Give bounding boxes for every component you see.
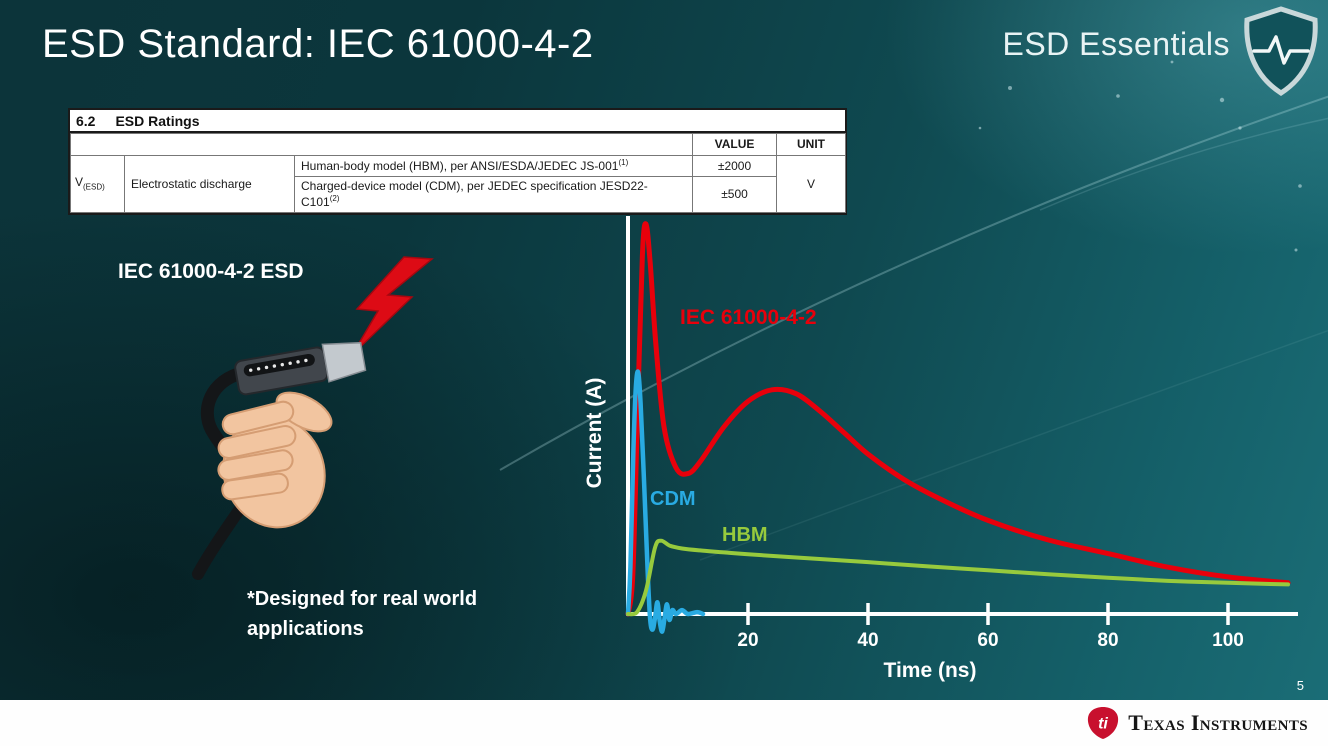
page-number: 5 <box>1296 678 1304 693</box>
curve-label-iec: IEC 61000-4-2 <box>680 306 817 329</box>
param-name-cell: Electrostatic discharge <box>124 155 295 213</box>
esd-essentials-label: ESD Essentials <box>1002 26 1230 62</box>
section-number: 6.2 <box>76 113 96 129</box>
x-tick-label: 40 <box>857 630 879 651</box>
iec-esd-caption: IEC 61000-4-2 ESD <box>118 260 304 283</box>
section-title: ESD Ratings <box>115 113 200 129</box>
curve-cdm <box>625 369 706 634</box>
footnote-text: *Designed for real world applications <box>247 588 478 640</box>
hbm-value-cell: ±2000 <box>692 155 778 177</box>
x-tick-label: 20 <box>737 630 759 651</box>
hbm-description: Human-body model (HBM), per ANSI/ESDA/JE… <box>301 159 619 173</box>
y-axis-label: Current (A) <box>583 377 606 489</box>
esd-waveform-chart: Current (A) Time (ns) IEC 61000-4-2 CDM … <box>558 212 1308 694</box>
x-tick-label: 80 <box>1097 630 1119 651</box>
unit-column-header: UNIT <box>776 133 847 156</box>
thumb <box>275 391 333 433</box>
cdm-value-cell: ±500 <box>692 176 778 213</box>
esd-ratings-table: 6.2 ESD Ratings VALUE UNIT V(ESD) Electro… <box>68 108 847 215</box>
param-symbol-cell: V(ESD) <box>70 155 125 213</box>
ratings-grid: VALUE UNIT V(ESD) Electrostatic discharg… <box>69 133 847 213</box>
finger <box>221 472 289 501</box>
curve-iec <box>625 221 1291 617</box>
cdm-description: Charged-device model (CDM), per JEDEC sp… <box>301 179 648 209</box>
cdm-footnote: (2) <box>329 194 340 203</box>
hand <box>217 391 333 529</box>
finger <box>217 449 294 481</box>
x-tick-label: 60 <box>977 630 999 651</box>
param-symbol-subscript: (ESD) <box>83 182 105 192</box>
ti-wordmark: Texas Instruments <box>1128 710 1308 735</box>
footer-bar: ti Texas Instruments <box>0 700 1328 746</box>
finger <box>221 400 295 436</box>
hbm-description-cell: Human-body model (HBM), per ANSI/ESDA/JE… <box>293 155 694 177</box>
connector-pins <box>249 358 308 372</box>
axes <box>626 216 1298 616</box>
curve-hbm <box>626 538 1290 617</box>
ti-bug-icon: ti <box>1088 706 1119 740</box>
x-axis-label: Time (ns) <box>883 659 977 682</box>
curve-label-cdm: CDM <box>650 488 696 510</box>
curve-label-hbm: HBM <box>722 524 768 546</box>
value-column-header: VALUE <box>692 133 778 156</box>
cdm-description-cell: Charged-device model (CDM), per JEDEC sp… <box>293 176 694 213</box>
connector-pin-band <box>243 353 315 377</box>
hand-holding-hdmi-illustration <box>192 341 367 580</box>
hdmi-connector <box>234 341 367 396</box>
lightning-bolt-icon <box>351 256 434 356</box>
pulse-line-icon <box>1252 35 1310 65</box>
unit-cell: V <box>776 155 847 213</box>
chart-canvas <box>625 216 1298 634</box>
light-streak <box>1039 117 1328 211</box>
param-symbol: V <box>75 175 84 190</box>
header-empty-cell <box>69 133 694 156</box>
table-section-heading: 6.2 ESD Ratings <box>70 110 845 133</box>
page-title: ESD Standard: IEC 61000-4-2 <box>42 22 594 66</box>
ti-bug-letters: ti <box>1098 715 1108 733</box>
ti-bug-shape <box>1088 706 1119 740</box>
connector-tip <box>321 341 367 383</box>
hbm-footnote: (1) <box>618 158 629 167</box>
esd-shield-icon <box>1244 6 1318 96</box>
x-tick-label: 100 <box>1212 630 1244 651</box>
bolt-shape <box>351 256 434 356</box>
ti-logo: ti Texas Instruments <box>1086 706 1308 740</box>
finger <box>217 424 297 460</box>
